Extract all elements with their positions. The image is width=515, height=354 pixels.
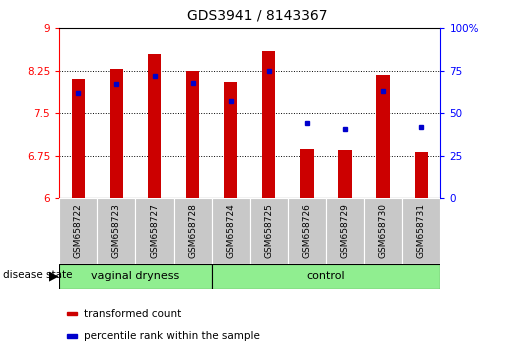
Text: vaginal dryness: vaginal dryness xyxy=(91,271,180,281)
Bar xyxy=(376,75,390,198)
Bar xyxy=(67,334,77,338)
Bar xyxy=(97,198,135,264)
Bar xyxy=(415,152,428,198)
Bar xyxy=(110,69,123,198)
Text: GSM658730: GSM658730 xyxy=(379,204,388,258)
Text: disease state: disease state xyxy=(3,270,72,280)
Text: percentile rank within the sample: percentile rank within the sample xyxy=(84,331,261,341)
Bar xyxy=(338,150,352,198)
Text: control: control xyxy=(307,271,345,281)
Bar xyxy=(174,198,212,264)
Bar xyxy=(72,79,85,198)
Bar xyxy=(224,82,237,198)
Bar xyxy=(59,198,97,264)
Bar xyxy=(288,198,326,264)
Bar xyxy=(250,198,288,264)
Text: GDS3941 / 8143367: GDS3941 / 8143367 xyxy=(187,9,328,23)
Text: transformed count: transformed count xyxy=(84,308,182,319)
Text: GSM658722: GSM658722 xyxy=(74,204,83,258)
Text: GSM658726: GSM658726 xyxy=(302,204,312,258)
Bar xyxy=(402,198,440,264)
Bar xyxy=(135,198,174,264)
Bar xyxy=(326,198,364,264)
Text: GSM658727: GSM658727 xyxy=(150,204,159,258)
Bar xyxy=(59,264,212,289)
Bar xyxy=(212,264,440,289)
Text: ▶: ▶ xyxy=(49,269,59,282)
Bar xyxy=(212,198,250,264)
Bar xyxy=(300,149,314,198)
Bar xyxy=(186,71,199,198)
Bar xyxy=(364,198,402,264)
Text: GSM658731: GSM658731 xyxy=(417,204,426,258)
Text: GSM658723: GSM658723 xyxy=(112,204,121,258)
Text: GSM658728: GSM658728 xyxy=(188,204,197,258)
Bar xyxy=(148,54,161,198)
Text: GSM658724: GSM658724 xyxy=(226,204,235,258)
Text: GSM658725: GSM658725 xyxy=(264,204,273,258)
Bar xyxy=(67,312,77,315)
Text: GSM658729: GSM658729 xyxy=(340,204,350,258)
Bar xyxy=(262,51,276,198)
